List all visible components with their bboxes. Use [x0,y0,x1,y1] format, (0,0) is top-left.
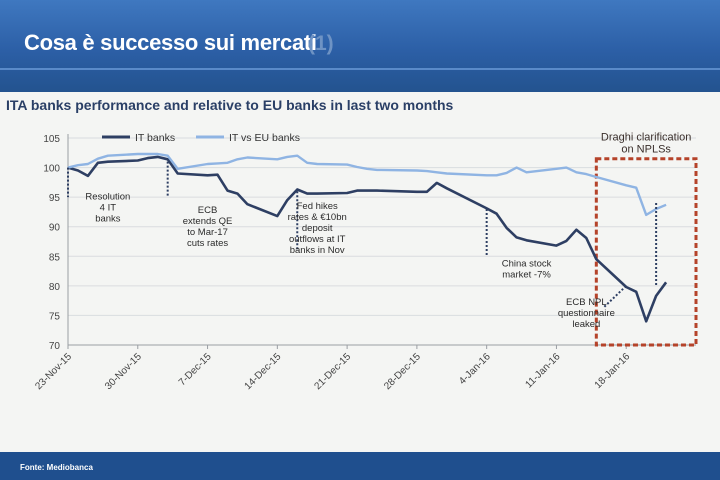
x-tick-label: 23-Nov-15 [33,351,74,392]
annotation-label: leaked [572,319,600,330]
series-line-it-vs-eu-banks [67,152,667,217]
source-note: Fonte: Mediobanca [20,463,93,472]
x-tick-label: 21-Dec-15 [312,351,353,392]
x-tick-label: 28-Dec-15 [382,351,423,392]
annotation-label: extends QE [183,216,233,227]
annotation-label: rates & €10bn [288,212,347,223]
annotation-label: market -7% [502,269,551,280]
annotation-label: on NPLSs [621,143,671,155]
legend-label: IT banks [135,132,175,144]
chart-panel [0,92,720,452]
annotation-label: banks [95,214,121,225]
y-tick-label: 90 [49,223,61,234]
slide-title: Cosa è successo sui mercati [24,30,317,55]
legend-label: IT vs EU banks [229,132,300,144]
x-tick-label: 4-Jan-16 [457,351,493,387]
annotation-connector [603,285,627,308]
x-tick-label: 18-Jan-16 [593,351,633,391]
annotation-label: questionnaire [558,308,615,319]
annotation-label: deposit [302,223,333,234]
slide-header [0,0,720,92]
annotation-label: banks in Nov [290,245,345,256]
highlight-box [594,157,698,347]
x-tick-label: 11-Jan-16 [523,351,562,390]
annotation-label: China stock [502,258,552,269]
annotation-label: cuts rates [187,238,228,249]
x-tick-label: 14-Dec-15 [243,351,284,392]
header-divider [0,68,720,70]
y-tick-label: 95 [49,193,61,204]
x-tick-label: 30-Nov-15 [103,351,144,392]
annotation-label: 4 IT [100,203,117,214]
annotation-label: Resolution [85,192,130,203]
y-tick-label: 100 [43,164,60,175]
slide-title-ghost: (1) [308,32,334,55]
y-tick-label: 75 [49,311,61,322]
y-tick-label: 85 [49,252,61,263]
annotation-label: to Mar-17 [187,227,228,238]
y-tick-label: 80 [49,282,61,293]
annotation-label: outflows at IT [289,234,346,245]
series-line-it-banks [67,155,668,323]
annotation-label: ECB NPL [566,297,607,308]
slide-footer [0,452,720,480]
y-tick-label: 70 [49,341,61,352]
annotation-label: Draghi clarification [601,131,691,143]
y-tick-label: 105 [43,134,60,145]
annotation-label: Fed hikes [297,201,338,212]
chart-title: ITA banks performance and relative to EU… [6,97,454,113]
annotation-label: ECB [198,205,218,216]
x-tick-label: 7-Dec-15 [177,351,214,388]
